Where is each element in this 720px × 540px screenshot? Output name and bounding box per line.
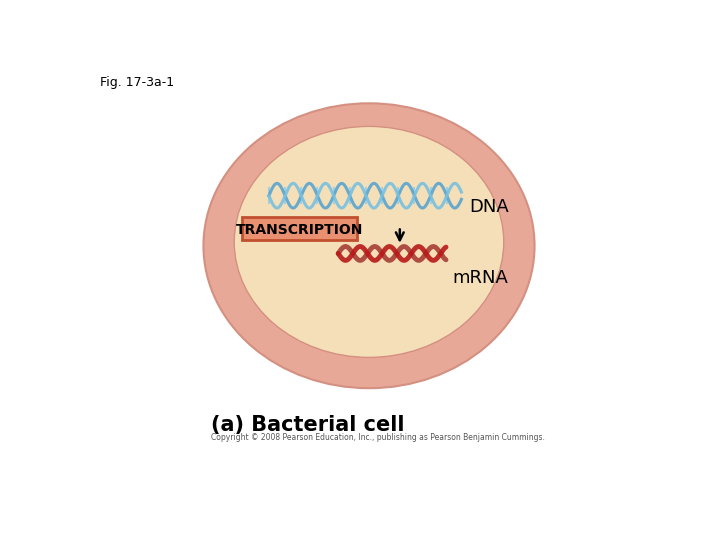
Ellipse shape [204,103,534,388]
FancyBboxPatch shape [242,217,357,240]
Text: DNA: DNA [469,198,509,216]
Ellipse shape [234,126,504,357]
Text: mRNA: mRNA [452,269,508,287]
Text: Fig. 17-3a-1: Fig. 17-3a-1 [99,76,174,89]
Text: Copyright © 2008 Pearson Education, Inc., publishing as Pearson Benjamin Cumming: Copyright © 2008 Pearson Education, Inc.… [211,433,545,442]
Text: TRANSCRIPTION: TRANSCRIPTION [236,222,364,237]
Text: (a) Bacterial cell: (a) Bacterial cell [211,415,405,435]
